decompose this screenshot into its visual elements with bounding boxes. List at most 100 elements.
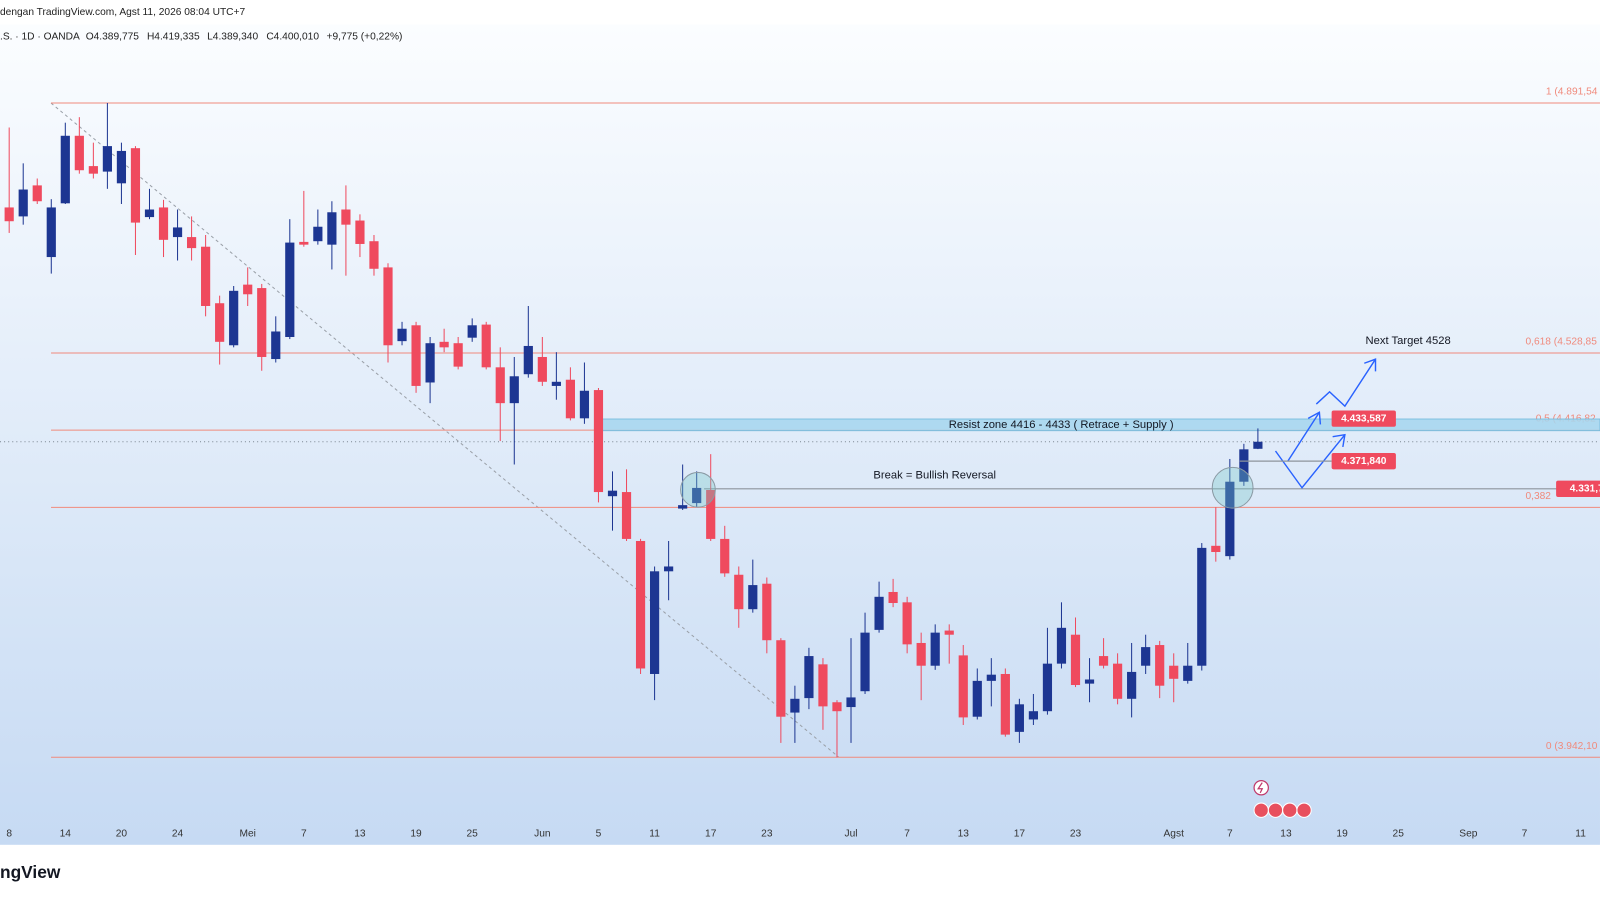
arrow-head — [1364, 358, 1377, 372]
candle-body — [215, 303, 225, 342]
candle-body — [1084, 679, 1095, 684]
flag-icon — [1253, 802, 1269, 818]
fib-label: 0 (3.942,10 — [1546, 741, 1598, 752]
candle-body — [930, 632, 940, 666]
candle-body — [804, 656, 814, 699]
candle-body — [523, 345, 533, 375]
header-title: dengan TradingView.com, Agst 11, 2026 08… — [0, 7, 245, 18]
x-tick-label: 5 — [596, 828, 602, 839]
candle-body — [607, 490, 618, 497]
candle-body — [369, 241, 379, 269]
candle-body — [299, 241, 309, 245]
x-tick-label: 7 — [1522, 828, 1528, 839]
candle-body — [748, 585, 758, 610]
x-tick-label: 17 — [1014, 828, 1026, 839]
legend-item: H4.419,335 — [147, 31, 200, 42]
arrow-path — [1274, 434, 1346, 489]
candle-body — [144, 209, 155, 218]
x-tick-label: 11 — [649, 828, 660, 839]
candle-body — [734, 574, 744, 610]
break-label: Break = Bullish Reversal — [873, 470, 996, 482]
legend-item: C4.400,010 — [266, 31, 319, 42]
logo: ngView — [0, 862, 61, 882]
candle-body — [1155, 645, 1165, 686]
arrow-head — [1332, 433, 1346, 448]
candle-body — [271, 331, 281, 360]
candle-body — [1225, 481, 1235, 557]
candle-body — [664, 566, 674, 572]
x-tick-label: 8 — [6, 828, 12, 839]
arrow-path — [1287, 411, 1320, 462]
footer-strip — [0, 844, 1600, 891]
candle-body — [1098, 656, 1109, 666]
x-tick-label: 7 — [1227, 828, 1233, 839]
candle-body — [692, 487, 702, 504]
candle-body — [537, 356, 547, 382]
candle-body — [1028, 711, 1039, 720]
legend-item: O4.389,775 — [86, 31, 140, 42]
candle-body — [818, 664, 828, 707]
candle-body — [579, 390, 590, 419]
candle-body — [495, 367, 505, 404]
flag-icon — [1296, 802, 1312, 818]
candle-body — [1169, 665, 1179, 679]
candle-body — [1042, 663, 1053, 712]
trendline — [50, 102, 840, 758]
candle-body — [916, 642, 926, 666]
fib-label: 1 (4.891,54 — [1546, 86, 1598, 97]
candles — [4, 103, 1263, 758]
legend-item: +9,775 (+0,22%) — [327, 31, 403, 42]
target-label: Next Target 4528 — [1366, 335, 1451, 347]
projection-arrows — [1274, 358, 1377, 489]
highlight-circle — [1211, 466, 1254, 509]
event-icons — [1253, 779, 1312, 818]
candle-body — [902, 602, 912, 645]
candle-body — [1239, 449, 1249, 482]
candle-body — [74, 135, 84, 171]
candle-body — [88, 166, 98, 174]
candle-body — [32, 185, 42, 202]
legend-item: L4.389,340 — [207, 31, 258, 42]
candle-body — [439, 341, 449, 348]
candle-body — [327, 212, 337, 245]
candle-body — [257, 288, 267, 357]
arrow-path — [1315, 358, 1377, 408]
x-tick-label: 17 — [705, 828, 717, 839]
candle-body — [551, 381, 561, 386]
candle-body — [635, 540, 646, 669]
candle-body — [1211, 545, 1221, 553]
x-tick-label: Mei — [239, 828, 255, 839]
candle-body — [4, 207, 14, 222]
candle-body — [102, 146, 112, 172]
price-tags: 4.433,587 4.371,840 4.331,7 — [1239, 410, 1600, 497]
candle-body — [285, 242, 295, 337]
price-tag-label: 4.433,587 — [1341, 413, 1387, 424]
candle-body — [565, 379, 575, 419]
candle-body — [1141, 647, 1151, 666]
x-tick-label: 14 — [60, 828, 72, 839]
candle-body — [186, 237, 197, 249]
x-tick-label: Jun — [534, 828, 550, 839]
candle-body — [762, 583, 772, 641]
candle-body — [846, 697, 856, 708]
candle-body — [172, 227, 183, 238]
x-tick-label: 23 — [1070, 828, 1082, 839]
candle-body — [621, 492, 632, 539]
arrow-head — [1307, 411, 1322, 425]
candle-body — [18, 189, 28, 217]
price-tag — [1556, 480, 1600, 497]
candle-body — [1070, 634, 1081, 686]
candle-body — [453, 343, 463, 367]
candle-body — [1253, 441, 1263, 449]
candle-body — [706, 489, 716, 539]
x-tick-label: 7 — [301, 828, 307, 839]
plot-background — [0, 24, 1600, 845]
candle-body — [1056, 627, 1067, 664]
candle-body — [1197, 547, 1207, 666]
candle-body — [229, 290, 239, 346]
fib-label: 0,382 — [1525, 491, 1551, 502]
price-tag — [1331, 452, 1396, 470]
candle-body — [1113, 663, 1123, 699]
candle-body — [383, 267, 393, 346]
